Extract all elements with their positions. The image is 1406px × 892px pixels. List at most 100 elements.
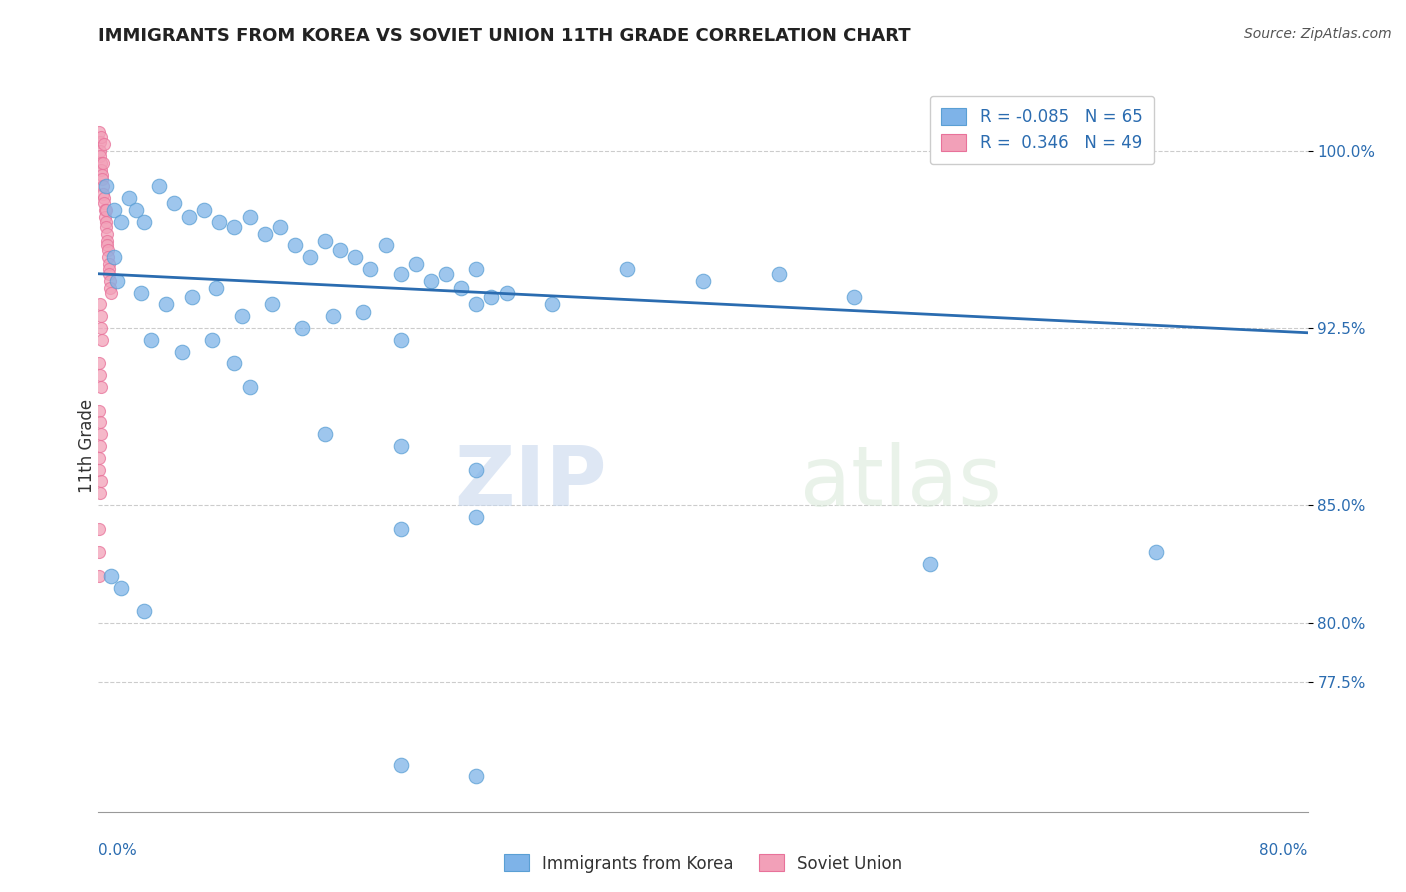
Point (94, 179, 117, 194)
Point (616, 262, 638, 277)
Point (253, 227, 276, 241)
Point (181, 290, 204, 304)
Point (1146, 545, 1168, 559)
Point (344, 250, 367, 264)
Point (93, 136, 115, 151)
Point (90, 168, 112, 182)
Point (100, 285, 122, 300)
Point (465, 769, 488, 783)
Point (93, 191, 115, 205)
Text: 80.0%: 80.0% (1260, 843, 1308, 858)
Point (97, 250, 120, 264)
Point (103, 202, 125, 217)
Point (179, 210, 201, 224)
Point (465, 462, 488, 476)
Point (389, 333, 412, 347)
Point (89, 403, 111, 417)
Point (224, 219, 246, 234)
Point (314, 427, 336, 442)
Point (360, 262, 382, 277)
Point (103, 250, 125, 264)
Point (132, 604, 155, 618)
Point (90, 156, 112, 170)
Point (90, 380, 112, 394)
Point (201, 333, 224, 347)
Point (374, 238, 396, 252)
Point (98, 274, 121, 288)
Text: ZIP: ZIP (454, 442, 606, 523)
Point (495, 285, 517, 300)
Point (692, 274, 714, 288)
Point (389, 267, 412, 281)
Point (125, 202, 148, 217)
Point (231, 310, 253, 324)
Point (434, 267, 457, 281)
Point (89, 297, 111, 311)
Point (90, 129, 112, 144)
Point (208, 215, 231, 229)
Point (314, 234, 336, 248)
Text: IMMIGRANTS FROM KOREA VS SOVIET UNION 11TH GRADE CORRELATION CHART: IMMIGRANTS FROM KOREA VS SOVIET UNION 11… (98, 27, 911, 45)
Point (89, 144, 111, 158)
Point (269, 219, 291, 234)
Point (91, 186, 114, 201)
Point (91, 333, 114, 347)
Point (148, 179, 170, 194)
Point (98, 262, 121, 277)
Point (389, 522, 412, 536)
Point (170, 344, 193, 359)
Point (918, 557, 941, 571)
Point (98, 281, 121, 295)
Point (96, 202, 118, 217)
Point (389, 439, 412, 453)
Point (89, 356, 111, 370)
Point (94, 219, 117, 234)
Point (465, 509, 488, 524)
Point (89, 545, 111, 559)
Point (141, 333, 163, 347)
Point (155, 297, 177, 311)
Y-axis label: 11th Grade: 11th Grade (79, 399, 96, 493)
Point (97, 257, 120, 271)
Point (224, 356, 246, 370)
Point (94, 215, 117, 229)
Point (291, 321, 314, 335)
Point (89, 135, 111, 149)
Point (89, 149, 111, 163)
Point (94, 202, 117, 217)
Legend: Immigrants from Korea, Soviet Union: Immigrants from Korea, Soviet Union (498, 847, 908, 880)
Point (352, 304, 374, 318)
Point (118, 191, 141, 205)
Point (89, 568, 111, 582)
Point (389, 757, 412, 772)
Point (90, 475, 112, 489)
Point (90, 321, 112, 335)
Point (91, 156, 114, 170)
Text: Source: ZipAtlas.com: Source: ZipAtlas.com (1244, 27, 1392, 41)
Point (97, 243, 120, 257)
Point (322, 310, 344, 324)
Point (844, 290, 866, 304)
Point (91, 172, 114, 186)
Point (420, 274, 443, 288)
Point (239, 380, 262, 394)
Point (100, 568, 122, 582)
Point (262, 297, 284, 311)
Legend: R = -0.085   N = 65, R =  0.346   N = 49: R = -0.085 N = 65, R = 0.346 N = 49 (929, 96, 1154, 164)
Point (96, 227, 118, 241)
Point (129, 285, 152, 300)
Point (465, 297, 488, 311)
Point (89, 416, 111, 430)
Point (329, 243, 352, 257)
Point (91, 179, 114, 194)
Text: 0.0%: 0.0% (98, 843, 138, 858)
Point (110, 581, 132, 595)
Point (89, 486, 111, 500)
Point (132, 215, 155, 229)
Text: atlas: atlas (800, 442, 1001, 523)
Point (205, 281, 228, 295)
Point (284, 238, 307, 252)
Point (90, 427, 112, 442)
Point (465, 262, 488, 277)
Point (89, 462, 111, 476)
